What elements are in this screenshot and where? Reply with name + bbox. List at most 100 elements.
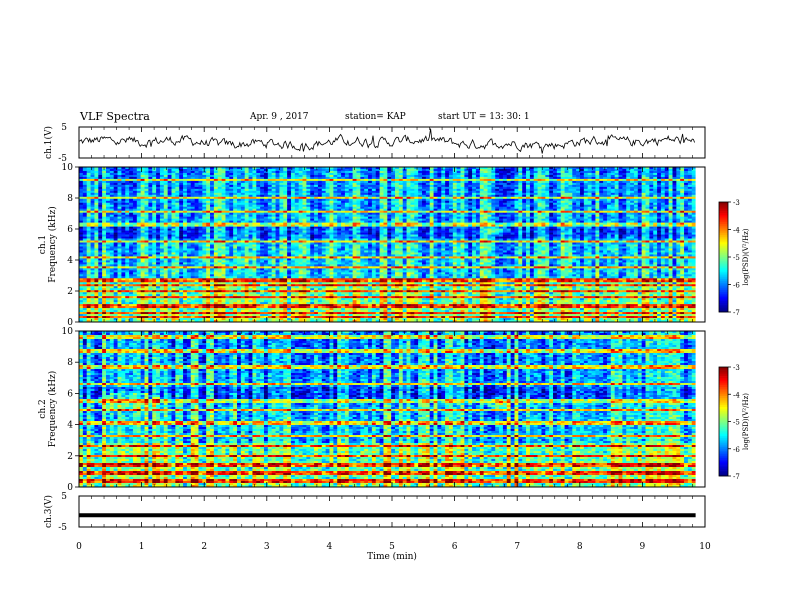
- spectrogram-cell: [337, 181, 341, 183]
- spectrogram-cell: [588, 181, 592, 183]
- spectrogram-cell: [430, 215, 434, 217]
- spectrogram-cell: [403, 187, 407, 189]
- spectrogram-cell: [414, 183, 418, 185]
- spectrogram-cell: [279, 225, 283, 227]
- spectrogram-cell: [511, 197, 515, 199]
- spectrogram-cell: [225, 183, 229, 185]
- spectrogram-cell: [171, 215, 175, 217]
- spectrogram-cell: [476, 209, 480, 211]
- spectrogram-cell: [518, 181, 522, 183]
- spectrogram-cell: [164, 179, 168, 181]
- spectrogram-cell: [572, 221, 576, 223]
- spectrogram-cell: [318, 207, 322, 209]
- spectrogram-cell: [530, 199, 534, 201]
- spectrogram-cell: [430, 225, 434, 227]
- spectrogram-cell: [160, 181, 164, 183]
- spectrogram-cell: [615, 173, 619, 175]
- spectrogram-cell: [514, 171, 518, 173]
- spectrogram-cell: [98, 179, 102, 181]
- spectrogram-cell: [237, 199, 241, 201]
- spectrogram-cell: [164, 183, 168, 185]
- spectrogram-cell: [657, 187, 661, 189]
- spectrogram-cell: [279, 171, 283, 173]
- spectrogram-cell: [256, 189, 260, 191]
- spectrogram-cell: [156, 209, 160, 211]
- spectrogram-cell: [549, 221, 553, 223]
- spectrogram-cell: [372, 197, 376, 199]
- spectrogram-cell: [268, 207, 272, 209]
- spectrogram-cell: [337, 225, 341, 227]
- spectrogram-cell: [526, 181, 530, 183]
- spectrogram-cell: [364, 197, 368, 199]
- spectrogram-cell: [256, 209, 260, 211]
- spectrogram-cell: [345, 223, 349, 225]
- spectrogram-cell: [653, 207, 657, 209]
- spectrogram-cell: [395, 195, 399, 197]
- spectrogram-cell: [572, 173, 576, 175]
- spectrogram-cell: [383, 203, 387, 205]
- spectrogram-cell: [657, 219, 661, 221]
- spectrogram-cell: [661, 175, 665, 177]
- spectrogram-cell: [657, 213, 661, 215]
- spectrogram-cell: [449, 187, 453, 189]
- spectrogram-cell: [87, 183, 91, 185]
- spectrogram-cell: [326, 227, 330, 229]
- spectrogram-cell: [287, 187, 291, 189]
- spectrogram-cell: [276, 221, 280, 223]
- spectrogram-cell: [499, 213, 503, 215]
- spectrogram-cell: [372, 175, 376, 177]
- spectrogram-cell: [183, 203, 187, 205]
- spectrogram-cell: [94, 199, 98, 201]
- spectrogram-cell: [329, 195, 333, 197]
- spectrogram-cell: [256, 203, 260, 205]
- spectrogram-cell: [287, 217, 291, 219]
- spectrogram-cell: [595, 187, 599, 189]
- spectrogram-cell: [599, 223, 603, 225]
- spectrogram-cell: [322, 179, 326, 181]
- spectrogram-cell: [430, 197, 434, 199]
- spectrogram-cell: [110, 175, 114, 177]
- spectrogram-cell: [137, 227, 141, 229]
- spectrogram-cell: [287, 193, 291, 195]
- spectrogram-cell: [118, 201, 122, 203]
- spectrogram-cell: [303, 197, 307, 199]
- spectrogram-cell: [291, 203, 295, 205]
- spectrogram-cell: [303, 219, 307, 221]
- spectrogram-cell: [237, 211, 241, 213]
- spectrogram-cell: [372, 219, 376, 221]
- spectrogram-cell: [245, 213, 249, 215]
- spectrogram-cell: [114, 197, 118, 199]
- spectrogram-cell: [472, 183, 476, 185]
- spectrogram-cell: [175, 185, 179, 187]
- spectrogram-cell: [518, 197, 522, 199]
- spectrogram-cell: [565, 173, 569, 175]
- spectrogram-cell: [545, 195, 549, 197]
- spectrogram-cell: [287, 195, 291, 197]
- spectrogram-cell: [303, 179, 307, 181]
- spectrogram-cell: [79, 217, 83, 219]
- spectrogram-cell: [245, 171, 249, 173]
- spectrogram-cell: [145, 225, 149, 227]
- spectrogram-cell: [353, 221, 357, 223]
- spectrogram-cell: [568, 169, 572, 171]
- spectrogram-cell: [121, 201, 125, 203]
- spectrogram-cell: [345, 219, 349, 221]
- spectrogram-cell: [287, 205, 291, 207]
- spectrogram-cell: [380, 203, 384, 205]
- spectrogram-cell: [233, 175, 237, 177]
- spectrogram-cell: [441, 171, 445, 173]
- spectrogram-cell: [141, 191, 145, 193]
- spectrogram-cell: [630, 205, 634, 207]
- spectrogram-cell: [661, 177, 665, 179]
- spectrogram-cell: [356, 209, 360, 211]
- spectrogram-cell: [114, 205, 118, 207]
- spectrogram-cell: [191, 171, 195, 173]
- spectrogram-cell: [303, 191, 307, 193]
- spectrogram-cell: [218, 179, 222, 181]
- spectrogram-cell: [256, 197, 260, 199]
- spectrogram-cell: [642, 221, 646, 223]
- spectrogram-cell: [407, 209, 411, 211]
- spectrogram-cell: [445, 181, 449, 183]
- spectrogram-cell: [399, 187, 403, 189]
- spectrogram-cell: [168, 217, 172, 219]
